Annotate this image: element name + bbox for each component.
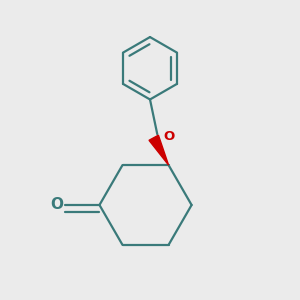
Polygon shape: [149, 135, 169, 165]
Text: O: O: [50, 197, 63, 212]
Text: O: O: [163, 130, 175, 143]
